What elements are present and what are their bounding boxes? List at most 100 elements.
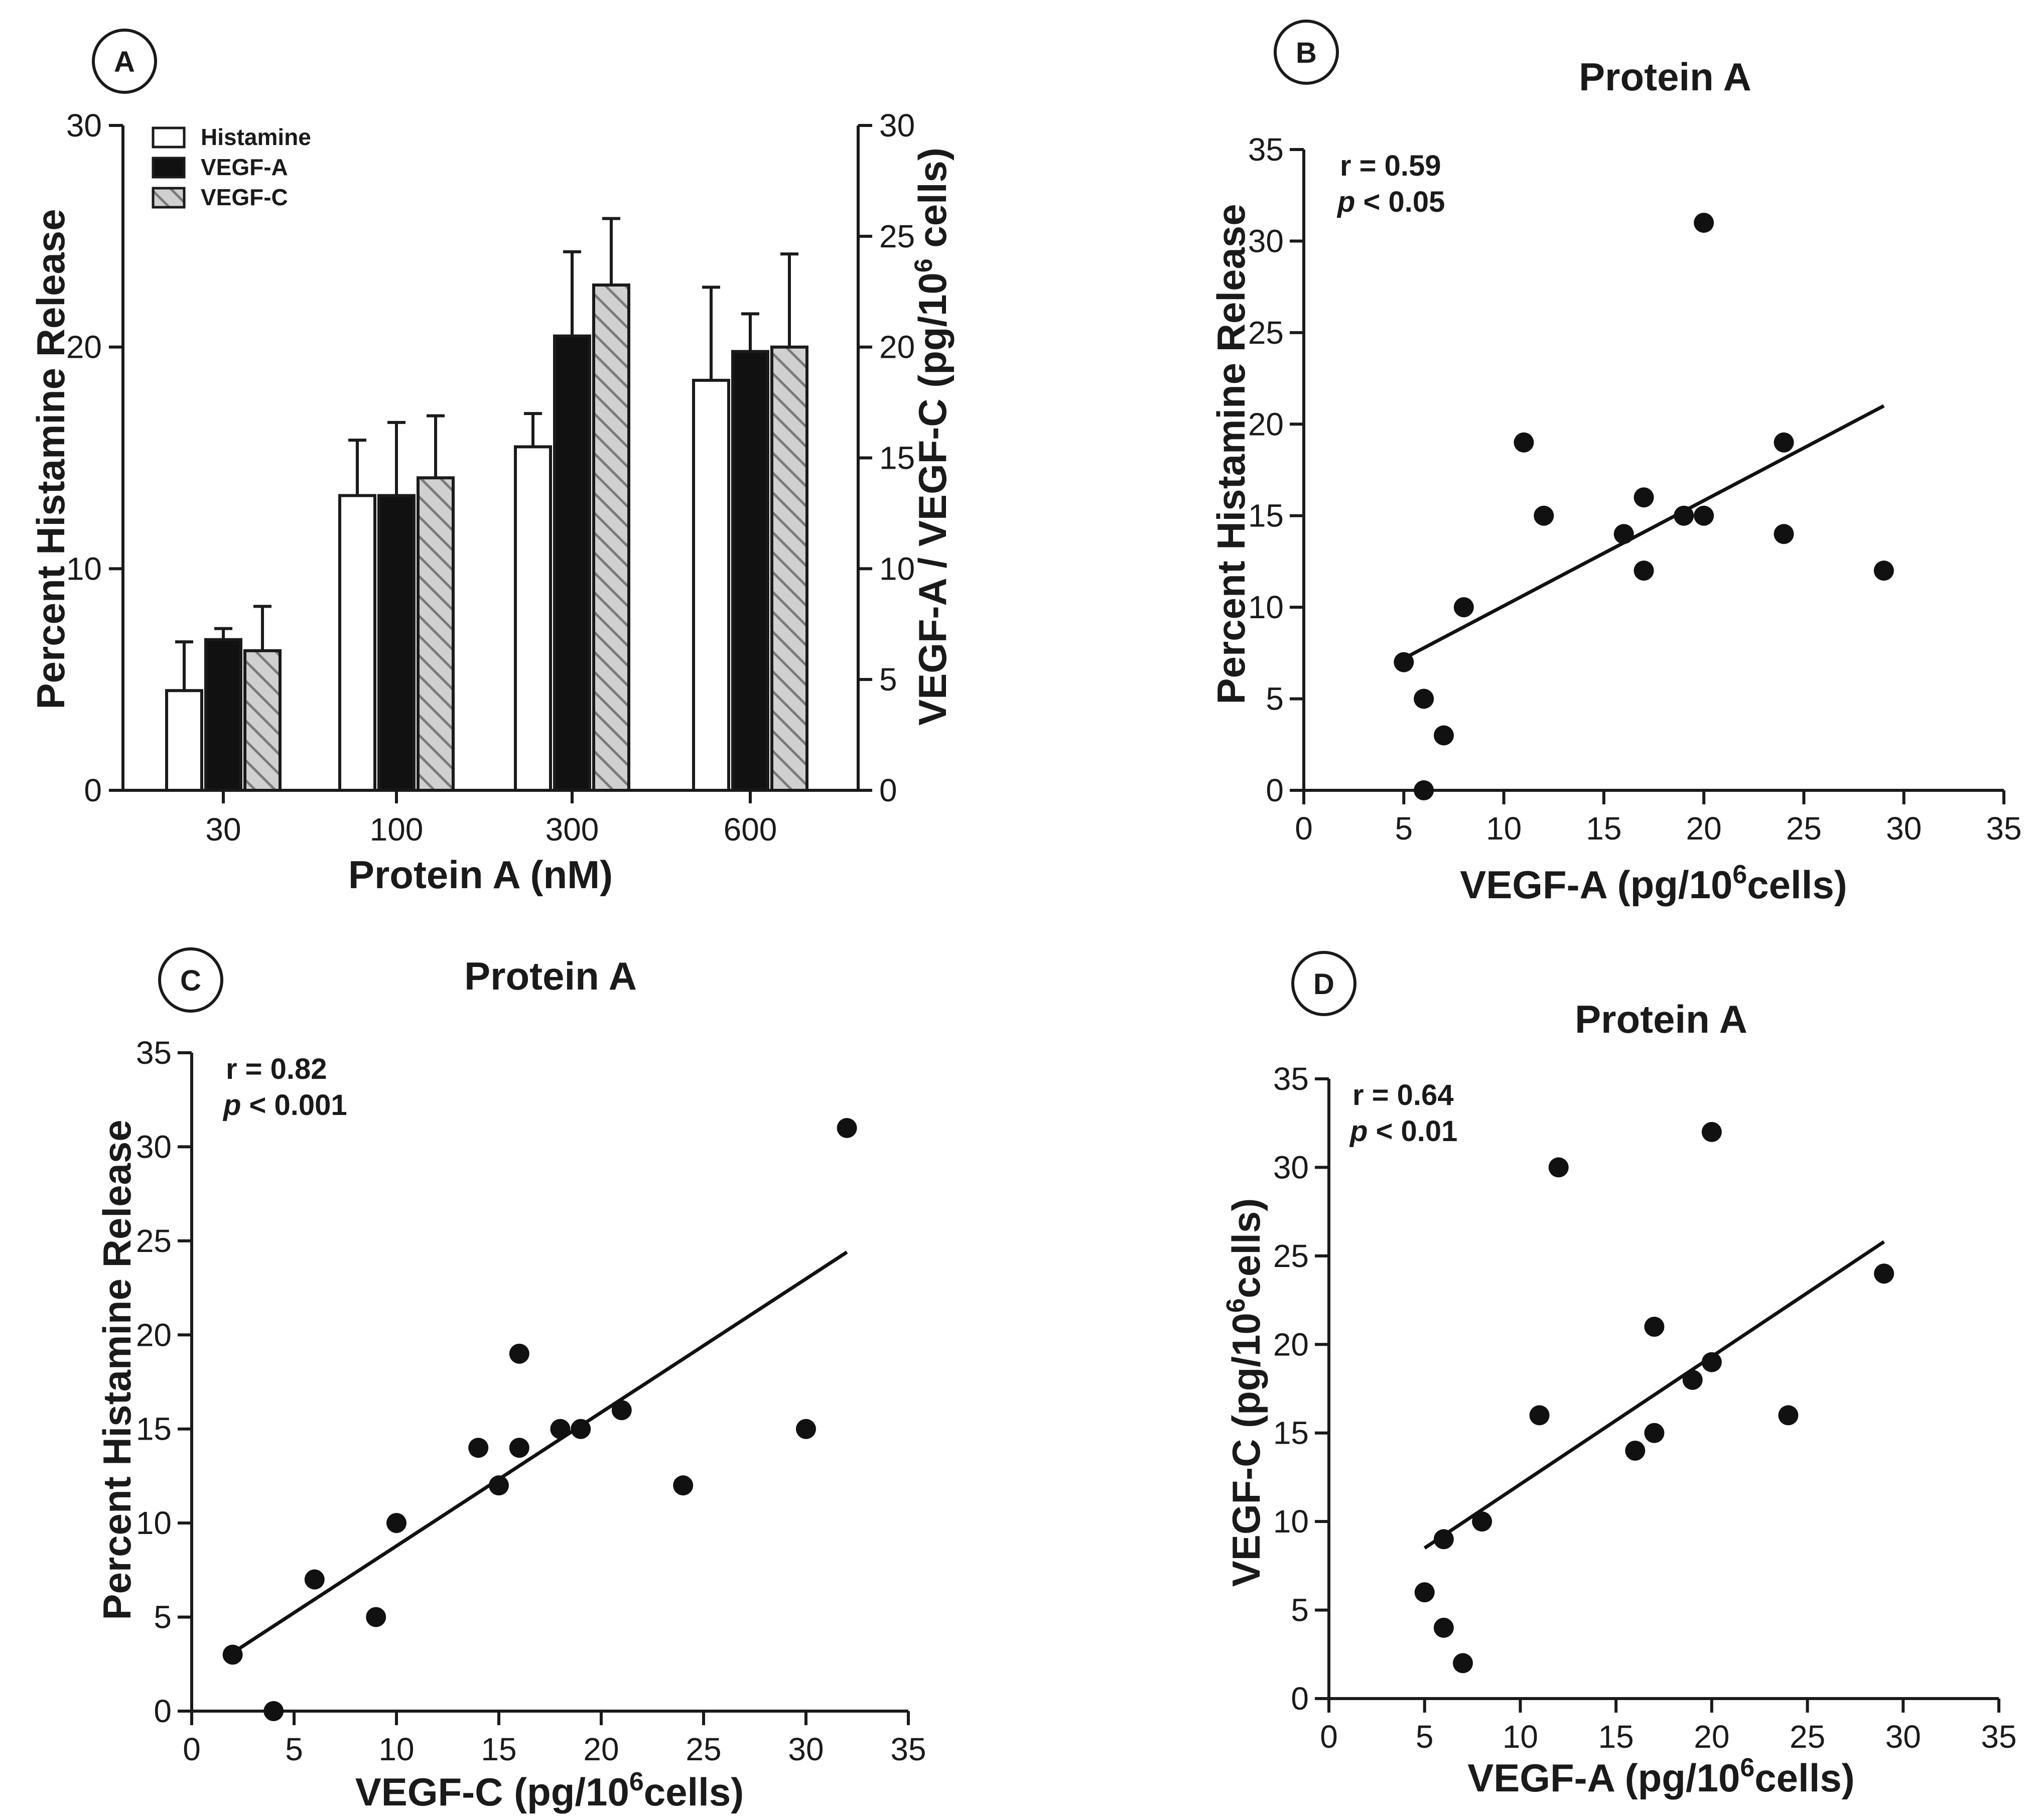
data-point: [611, 1400, 632, 1421]
y-tick-label-right: 30: [879, 107, 915, 144]
y-tick-label: 15: [1273, 1415, 1309, 1451]
data-point: [222, 1644, 243, 1665]
y-tick-label: 0: [1266, 772, 1284, 808]
chart-title: Protein A: [464, 954, 637, 998]
y-tick-label-left: 30: [66, 107, 102, 144]
x-axis-label: VEGF-A (pg/106cells): [1460, 860, 1847, 907]
y-axis-label: VEGF-C (pg/106cells): [1221, 1198, 1268, 1587]
y-axis-label-right: VEGF-A / VEGF-C (pg/106 cells): [909, 148, 955, 726]
y-tick-label: 15: [136, 1411, 172, 1447]
data-point: [1394, 652, 1414, 672]
bar-vegf-a: [377, 494, 416, 792]
y-tick-label: 25: [1248, 315, 1284, 351]
data-point: [837, 1117, 857, 1138]
stat-p: p < 0.05: [1336, 186, 1445, 218]
legend-label: VEGF-A: [201, 154, 288, 180]
y-tick-label: 30: [136, 1129, 172, 1165]
y-tick-label-right: 25: [879, 218, 915, 254]
data-point: [1548, 1157, 1569, 1178]
y-tick-label: 20: [1248, 406, 1284, 442]
bar-vegf-c: [417, 476, 455, 792]
x-axis-label: VEGF-A (pg/106cells): [1467, 1753, 1855, 1800]
y-tick-label-right: 15: [879, 440, 915, 476]
legend-swatch: [152, 126, 186, 149]
data-point: [1613, 524, 1634, 544]
stat-r: r = 0.64: [1352, 1079, 1454, 1111]
data-point: [1414, 780, 1434, 800]
data-point: [1778, 1405, 1799, 1426]
x-tick-label: 25: [686, 1731, 721, 1767]
data-point: [1453, 1653, 1473, 1673]
data-point: [673, 1475, 694, 1496]
y-tick-label: 25: [1273, 1238, 1309, 1274]
x-tick-label: 35: [890, 1731, 926, 1767]
data-point: [796, 1419, 816, 1439]
data-point: [571, 1419, 591, 1439]
data-point: [1514, 432, 1534, 453]
y-tick-label: 10: [1248, 589, 1284, 625]
x-tick-label: 0: [1295, 810, 1313, 847]
y-tick-label: 30: [1248, 223, 1284, 259]
panel-letter-circle: [92, 29, 157, 94]
y-tick-label-right: 5: [879, 661, 897, 697]
regression-line: [1403, 404, 1885, 660]
y-tick-label-left: 0: [84, 772, 102, 808]
panel-b: B Protein A 0 5 10 15 20 25 30 35 0 5 10 15 20 25 30 35 r …: [1209, 20, 2022, 907]
bar-histamine: [514, 445, 552, 792]
x-axis-label: VEGF-C (pg/106cells): [355, 1767, 744, 1814]
panel-letter: C: [180, 964, 201, 997]
legend-swatch: [152, 157, 186, 179]
y-tick-label: 5: [1266, 681, 1284, 717]
data-point: [509, 1438, 529, 1458]
data-point: [1414, 1582, 1435, 1603]
y-tick-label: 5: [154, 1599, 172, 1635]
x-tick-label: 10: [1486, 810, 1522, 847]
panel-letter: B: [1296, 37, 1317, 69]
x-tick-label: 25: [1790, 1719, 1825, 1755]
bar-vegf-c: [770, 345, 808, 792]
y-tick-label-left: 20: [66, 329, 102, 365]
x-tick-label: 10: [378, 1731, 414, 1767]
bar-vegf-c: [243, 649, 282, 792]
y-tick-label: 10: [1273, 1503, 1309, 1539]
y-tick-label: 15: [1248, 498, 1284, 534]
y-tick-label-left: 10: [66, 550, 102, 587]
data-point: [1774, 524, 1794, 544]
data-point: [1701, 1122, 1722, 1142]
regression-line: [231, 1250, 848, 1654]
panel-letter-circle: [158, 947, 223, 1013]
y-tick-label: 35: [136, 1035, 172, 1071]
data-point: [550, 1419, 571, 1439]
bar-vegf-a: [731, 350, 769, 792]
x-tick-label: 15: [1598, 1719, 1634, 1755]
bar-vegf-c: [592, 284, 630, 792]
data-point: [1644, 1423, 1665, 1443]
x-tick-label: 10: [1503, 1719, 1538, 1755]
x-tick-label: 20: [1694, 1719, 1729, 1755]
chart-title: Protein A: [1575, 997, 1747, 1041]
data-point: [1414, 688, 1434, 709]
stat-r: r = 0.59: [1340, 150, 1441, 182]
stat-p: p < 0.001: [222, 1089, 347, 1122]
x-axis-label: Protein A (nM): [348, 853, 613, 897]
y-axis-label-left: Percent Histamine Release: [29, 209, 73, 709]
data-point: [1694, 212, 1714, 233]
legend-label: Histamine: [201, 124, 311, 150]
x-tick-label: 30: [205, 811, 241, 848]
x-tick-label: 5: [285, 1731, 303, 1767]
x-tick-label: 15: [481, 1731, 516, 1767]
panel-c: C Protein A 0 5 10 15 20 25 30 35 0 5 10 15 20 25 30 35 r …: [95, 947, 926, 1814]
x-tick-label: 30: [788, 1731, 824, 1767]
panel-letter: D: [1313, 968, 1334, 1001]
x-tick-label: 600: [724, 811, 777, 848]
x-tick-label: 300: [546, 811, 599, 848]
data-point: [366, 1607, 386, 1627]
y-axis-label: Percent Histamine Release: [95, 1119, 139, 1620]
x-tick-label: 5: [1395, 810, 1413, 847]
x-tick-label: 25: [1786, 810, 1822, 847]
bar-histamine: [165, 689, 203, 792]
panel-d: D Protein A 0 5 10 15 20 25 30 35 0 5 10 15 20 25 30 35 r …: [1221, 951, 2017, 1800]
x-tick-label: 35: [1981, 1719, 2016, 1755]
data-point: [1634, 487, 1654, 508]
